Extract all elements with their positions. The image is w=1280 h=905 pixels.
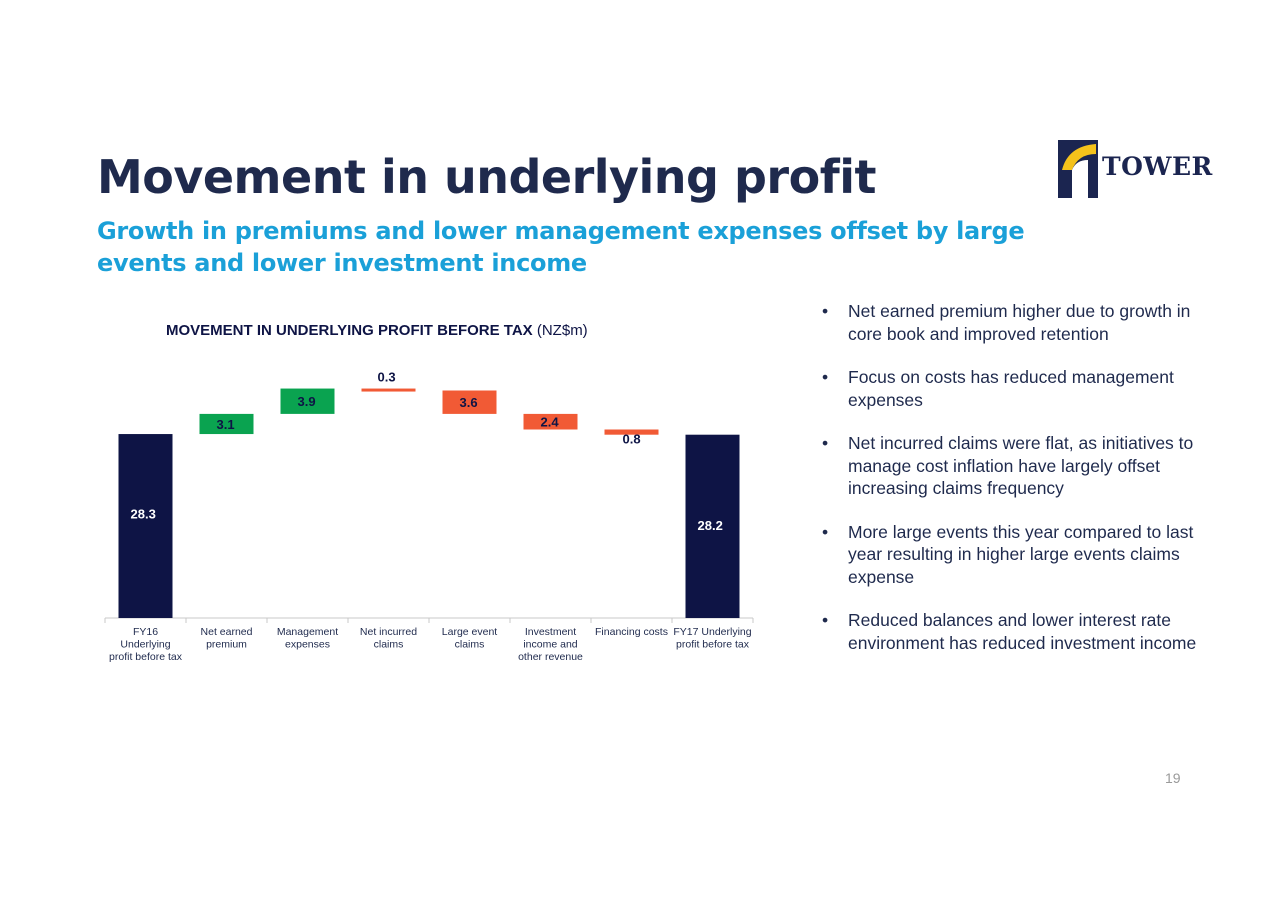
chart-title: MOVEMENT IN UNDERLYING PROFIT BEFORE TAX…	[166, 322, 588, 339]
slide-title: Movement in underlying profit	[97, 150, 876, 204]
data-label: 3.6	[460, 395, 478, 410]
category-label: Investment	[525, 626, 576, 638]
data-label: 28.2	[698, 518, 723, 533]
bar-decrease	[604, 429, 659, 435]
bar-increase	[199, 413, 254, 435]
page-number: 19	[1165, 770, 1181, 786]
category-label: profit before tax	[676, 639, 750, 651]
tower-logo-icon	[1058, 140, 1098, 198]
category-label: FY17 Underlying	[673, 626, 751, 638]
bullet-text: Net earned premium higher due to growth …	[848, 301, 1191, 344]
category-label: profit before tax	[109, 651, 183, 663]
logo-text: TOWER	[1102, 152, 1213, 181]
data-label: 0.3	[378, 370, 396, 385]
data-label: 0.8	[623, 432, 641, 447]
tower-logo: TOWER	[1058, 140, 1212, 200]
bar-total	[685, 434, 740, 618]
category-label: Financing costs	[595, 626, 668, 638]
category-label: Underlying	[120, 639, 170, 651]
bullet-item: • More large events this year compared to…	[822, 521, 1222, 589]
category-label: claims	[374, 639, 404, 651]
bullet-dot: •	[822, 301, 829, 321]
category-label: claims	[455, 639, 485, 651]
bullet-text: Net incurred claims were flat, as initia…	[848, 433, 1194, 498]
bullet-item: • Net earned premium higher due to growth…	[822, 300, 1222, 345]
category-label: Net earned	[201, 626, 253, 638]
data-label: 2.4	[541, 415, 560, 430]
bar-decrease	[523, 413, 578, 430]
category-label: expenses	[285, 639, 330, 651]
bullet-text: Focus on costs has reduced management ex…	[848, 367, 1174, 410]
category-label: FY16	[133, 626, 158, 638]
bullet-item: • Focus on costs has reduced management e…	[822, 366, 1222, 411]
category-label: other revenue	[518, 651, 583, 663]
category-label: income and	[523, 639, 577, 651]
bullet-item: • Reduced balances and lower interest rat…	[822, 609, 1222, 654]
bullet-text: Reduced balances and lower interest rate…	[848, 610, 1197, 653]
category-label: Net incurred	[360, 626, 417, 638]
bar-decrease	[361, 388, 416, 392]
data-label: 3.1	[217, 417, 235, 432]
chart-title-unit: (NZ$m)	[532, 322, 588, 339]
data-label: 28.3	[131, 507, 156, 522]
bar-decrease	[442, 390, 497, 414]
chart-title-main: MOVEMENT IN UNDERLYING PROFIT BEFORE TAX	[166, 322, 533, 339]
bullet-dot: •	[822, 610, 829, 630]
bullet-list: • Net earned premium higher due to growth…	[822, 300, 1222, 675]
bullet-dot: •	[822, 433, 829, 453]
category-label: Large event	[442, 626, 498, 638]
bar-increase	[280, 388, 335, 414]
data-label: 3.9	[298, 394, 316, 409]
category-label: premium	[206, 639, 247, 651]
bar-total	[118, 434, 173, 618]
bullet-dot: •	[822, 367, 829, 387]
category-label: Management	[277, 626, 338, 638]
bullet-item: • Net incurred claims were flat, as initi…	[822, 432, 1222, 500]
bullet-dot: •	[822, 521, 829, 542]
bullet-text: More large events this year compared to …	[848, 521, 1194, 587]
slide-subtitle: Growth in premiums and lower management …	[97, 217, 1025, 277]
